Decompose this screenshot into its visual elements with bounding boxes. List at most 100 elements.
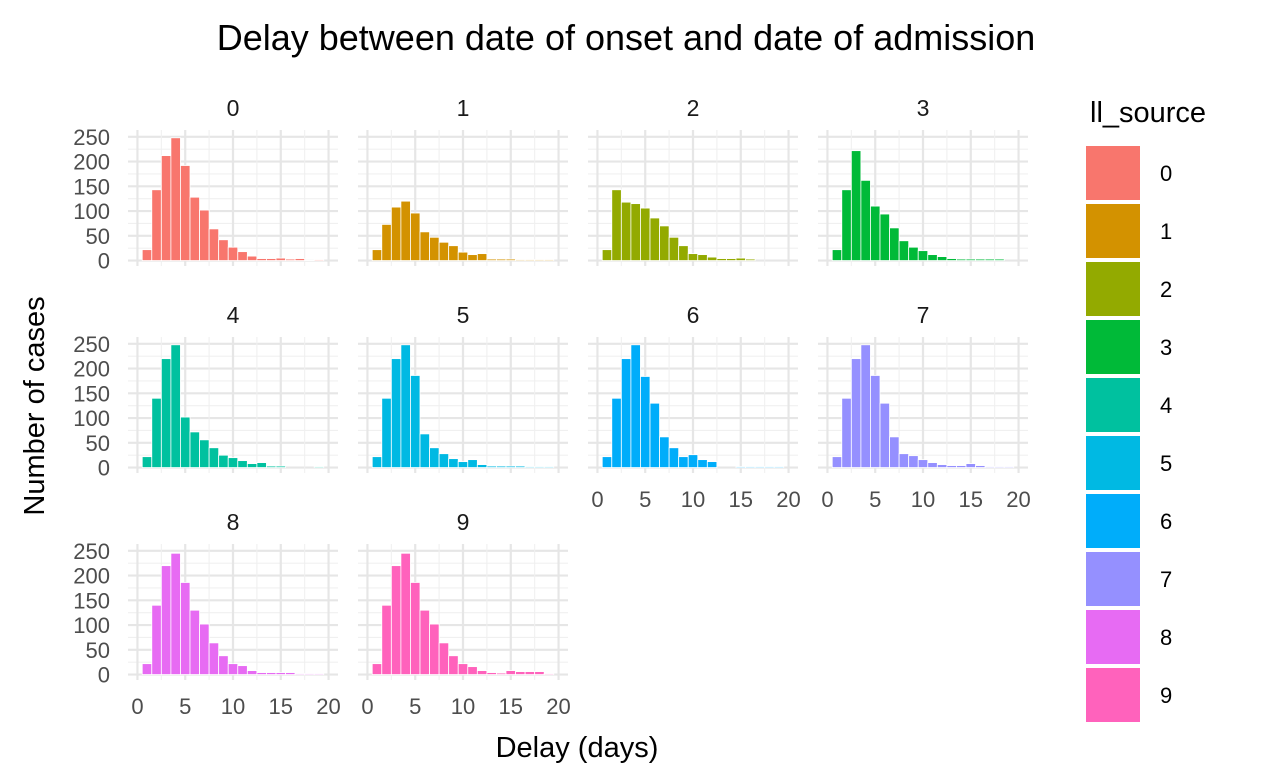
histogram-bar [141, 663, 153, 675]
histogram-bar [543, 466, 555, 468]
histogram-bar [400, 200, 411, 261]
x-tick-label: 0 [131, 694, 143, 719]
facet-panel-2: 2 [588, 95, 798, 266]
histogram-bar [543, 259, 555, 261]
legend-swatch [1086, 378, 1140, 432]
histogram-bar [160, 155, 172, 261]
histogram-bar [850, 150, 862, 261]
histogram-bar [227, 457, 239, 468]
histogram-bar [400, 552, 411, 675]
y-axis-title: Number of cases [19, 296, 51, 515]
histogram-bar [496, 672, 507, 675]
histogram-bar [371, 249, 383, 261]
histogram-bar [141, 249, 153, 261]
legend-swatch [1086, 494, 1140, 548]
histogram-bar [841, 189, 852, 261]
histogram-bar [208, 642, 220, 675]
histogram-bars-4 [141, 344, 325, 468]
histogram-bar [246, 670, 258, 675]
histogram-bar [543, 673, 555, 675]
histogram-bar [410, 582, 421, 675]
histogram-bar [706, 256, 718, 261]
histogram-bar [189, 609, 200, 675]
histogram-bar [630, 344, 641, 468]
histogram-bar [371, 456, 383, 468]
y-tick-label: 100 [73, 613, 110, 638]
histogram-bar [381, 397, 392, 468]
histogram-bar [237, 251, 248, 261]
facet-strip-label: 5 [457, 302, 470, 328]
histogram-bar [448, 655, 459, 675]
x-tick-label: 0 [361, 694, 373, 719]
facet-panel-7: 7 0 5 10 15 20 [818, 302, 1031, 512]
histogram-bar [975, 465, 986, 468]
histogram-bar [313, 259, 325, 261]
histogram-bar [457, 663, 469, 675]
legend-label: 2 [1160, 277, 1172, 302]
histogram-bar [438, 241, 450, 261]
histogram-bar [486, 672, 497, 675]
x-tick-label: 5 [639, 487, 651, 512]
histogram-bar [275, 465, 286, 468]
y-tick-label: 100 [73, 406, 110, 431]
histogram-bar [180, 582, 191, 675]
legend-item-2: 2 [1086, 262, 1172, 316]
histogram-bar [256, 258, 267, 261]
histogram-bar [496, 465, 507, 468]
histogram-bar [467, 666, 478, 675]
histogram-bars-6 [601, 344, 785, 468]
x-tick-label: 10 [451, 694, 475, 719]
histogram-bar [917, 459, 929, 468]
histogram-bar [534, 466, 545, 468]
x-tick-label: 15 [499, 694, 523, 719]
histogram-bar [898, 453, 910, 468]
x-tick-label: 10 [221, 694, 245, 719]
legend-label: 5 [1160, 451, 1172, 476]
histogram-bar [706, 461, 718, 468]
histogram-bar [927, 254, 938, 261]
histogram-bar [410, 212, 421, 261]
histogram-bar [180, 416, 191, 468]
y-tick-label: 150 [73, 174, 110, 199]
histogram-bar [294, 258, 306, 261]
legend-label: 1 [1160, 219, 1172, 244]
histogram-bar [313, 466, 325, 468]
legend: 0 1 2 3 4 5 6 7 8 9 [1086, 146, 1172, 722]
histogram-bar [390, 565, 402, 675]
histogram-bar [457, 461, 469, 468]
histogram-bar [994, 258, 1005, 261]
facet-strip-label: 7 [917, 302, 930, 328]
histogram-bar [246, 255, 258, 261]
y-tick-label: 150 [73, 381, 110, 406]
histogram-bar [467, 459, 478, 468]
histogram-bars-1 [371, 200, 555, 261]
histogram-bar [160, 358, 172, 468]
y-tick-label: 200 [73, 357, 110, 382]
histogram-bar [275, 257, 286, 261]
histogram-bar [850, 358, 862, 468]
y-tick-label: 250 [73, 332, 110, 357]
histogram-bar [697, 254, 708, 261]
x-tick-label: 0 [821, 487, 833, 512]
histogram-bar [237, 460, 248, 468]
histogram-bar [946, 258, 957, 261]
histogram-bar [534, 259, 545, 261]
histogram-bar [534, 671, 545, 675]
histogram-bar [266, 672, 277, 675]
histogram-bar [189, 431, 200, 468]
histogram-bar [199, 623, 210, 675]
histogram-bar [601, 456, 613, 468]
x-tick-label: 20 [776, 487, 800, 512]
histogram-bar [745, 258, 756, 261]
histogram-bar [227, 246, 239, 261]
histogram-bar [649, 217, 660, 261]
histogram-bar [640, 207, 651, 261]
facet-strip-label: 6 [687, 302, 700, 328]
histogram-bar [381, 224, 392, 261]
histogram-bar [716, 258, 727, 261]
facet-strip-label: 2 [687, 95, 700, 121]
legend-item-1: 1 [1086, 204, 1172, 258]
histogram-bar [965, 258, 976, 261]
histogram-bar [668, 236, 680, 261]
